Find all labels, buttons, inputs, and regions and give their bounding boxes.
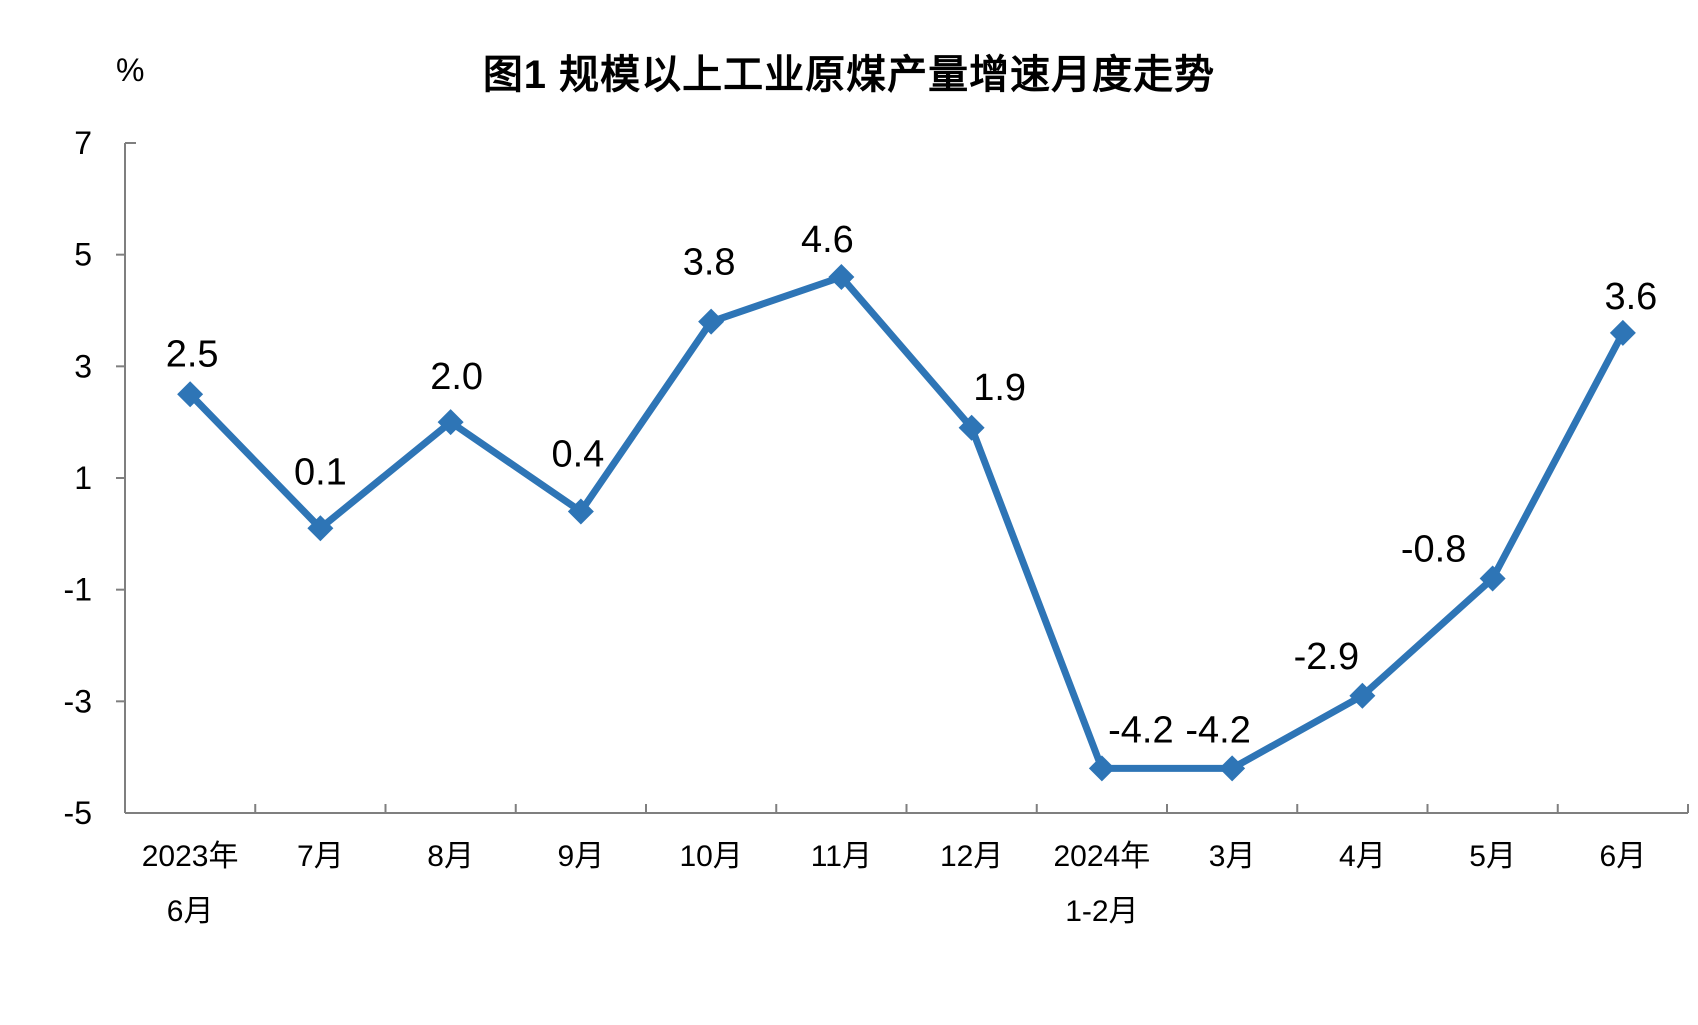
x-tick-label: 9月 [558,840,605,873]
trend-line [186,273,1627,772]
y-axis-unit-label: % [116,52,145,88]
data-point-label: 2.5 [166,333,219,375]
x-tick-label: 8月 [427,840,474,873]
data-point-label: 1.9 [973,367,1026,409]
y-tick-label: 7 [74,125,92,161]
data-point-marker [828,264,855,290]
data-point-label: 4.6 [801,219,854,261]
chart-title: 图1 规模以上工业原煤产量增速月度走势 [482,53,1216,97]
data-point-marker [307,515,334,542]
data-point-label: -4.2 [1108,709,1173,751]
data-point-marker [1349,682,1376,709]
y-tick-label: -1 [64,572,92,608]
data-point-marker [1088,755,1115,782]
x-tick-label: 6月 [1600,840,1647,873]
y-tick-label: 1 [74,460,92,496]
x-tick-label: 6月 [167,895,214,928]
x-tick-label: 7月 [297,840,344,873]
x-tick-label: 1-2月 [1065,895,1138,928]
y-tick-label: -5 [64,795,92,831]
x-tick-label: 12月 [940,840,1003,873]
x-tick-label: 5月 [1469,840,1516,873]
x-tick-label: 11月 [811,840,872,873]
x-tick-label: 10月 [679,840,742,873]
data-point-label: 2.0 [430,356,483,398]
x-tick-label: 2023年 [142,840,239,873]
data-point-marker [437,409,464,436]
data-point-marker [958,414,985,441]
data-point-marker [698,308,725,335]
data-point-label: 0.4 [551,434,604,476]
data-point-marker [1479,565,1506,592]
x-tick-label: 3月 [1209,840,1256,873]
data-point-marker [1609,319,1636,346]
data-point-marker [177,381,204,408]
data-point-label: 0.1 [294,451,347,493]
y-tick-label: 3 [74,348,92,384]
data-point-label: 3.8 [683,242,736,284]
data-point-label: -4.2 [1185,709,1250,751]
data-point-marker [1219,755,1246,782]
data-point-marker [567,498,594,525]
data-point-label: 3.6 [1604,276,1657,318]
x-tick-label: 4月 [1339,840,1386,873]
y-tick-label: -3 [64,683,92,719]
data-point-label: -0.8 [1401,529,1466,571]
y-tick-label: 5 [74,237,92,273]
x-tick-label: 2024年 [1054,840,1151,873]
data-point-label: -2.9 [1294,636,1359,678]
